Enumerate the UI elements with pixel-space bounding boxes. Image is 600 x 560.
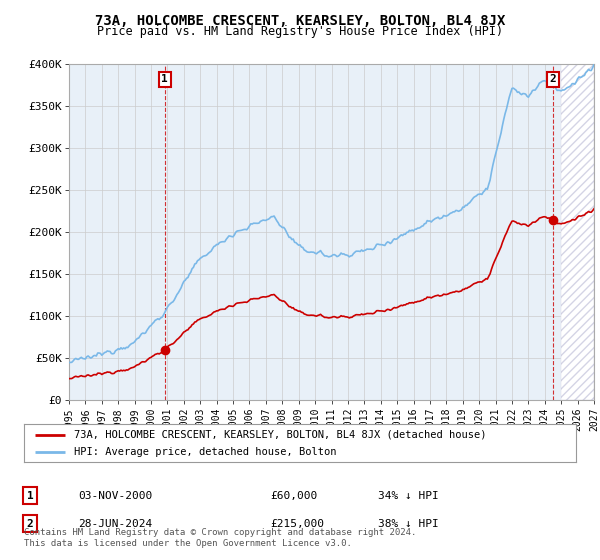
Text: £215,000: £215,000 (270, 519, 324, 529)
Text: 28-JUN-2024: 28-JUN-2024 (78, 519, 152, 529)
Text: 1: 1 (161, 74, 168, 85)
Text: £60,000: £60,000 (270, 491, 317, 501)
Text: Contains HM Land Registry data © Crown copyright and database right 2024.
This d: Contains HM Land Registry data © Crown c… (24, 528, 416, 548)
Text: 73A, HOLCOMBE CRESCENT, KEARSLEY, BOLTON, BL4 8JX (detached house): 73A, HOLCOMBE CRESCENT, KEARSLEY, BOLTON… (74, 430, 486, 440)
Text: 1: 1 (26, 491, 34, 501)
Text: HPI: Average price, detached house, Bolton: HPI: Average price, detached house, Bolt… (74, 447, 336, 458)
Text: 73A, HOLCOMBE CRESCENT, KEARSLEY, BOLTON, BL4 8JX: 73A, HOLCOMBE CRESCENT, KEARSLEY, BOLTON… (95, 14, 505, 28)
Text: 2: 2 (26, 519, 34, 529)
Text: Price paid vs. HM Land Registry's House Price Index (HPI): Price paid vs. HM Land Registry's House … (97, 25, 503, 38)
Text: 03-NOV-2000: 03-NOV-2000 (78, 491, 152, 501)
Text: 34% ↓ HPI: 34% ↓ HPI (378, 491, 439, 501)
Text: 38% ↓ HPI: 38% ↓ HPI (378, 519, 439, 529)
Text: 2: 2 (550, 74, 556, 85)
